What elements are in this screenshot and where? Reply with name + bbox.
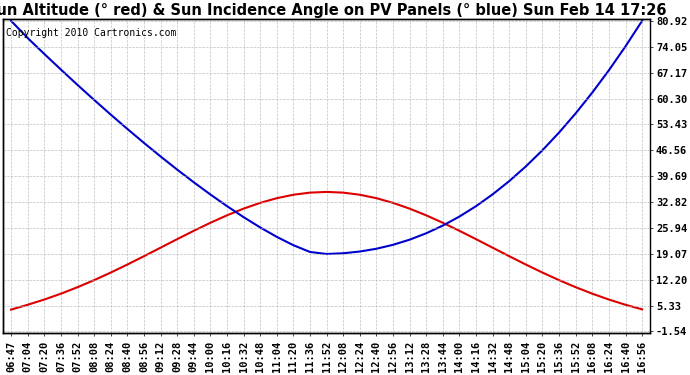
Title: Sun Altitude (° red) & Sun Incidence Angle on PV Panels (° blue) Sun Feb 14 17:2: Sun Altitude (° red) & Sun Incidence Ang… [0,3,667,18]
Text: Copyright 2010 Cartronics.com: Copyright 2010 Cartronics.com [6,28,177,38]
